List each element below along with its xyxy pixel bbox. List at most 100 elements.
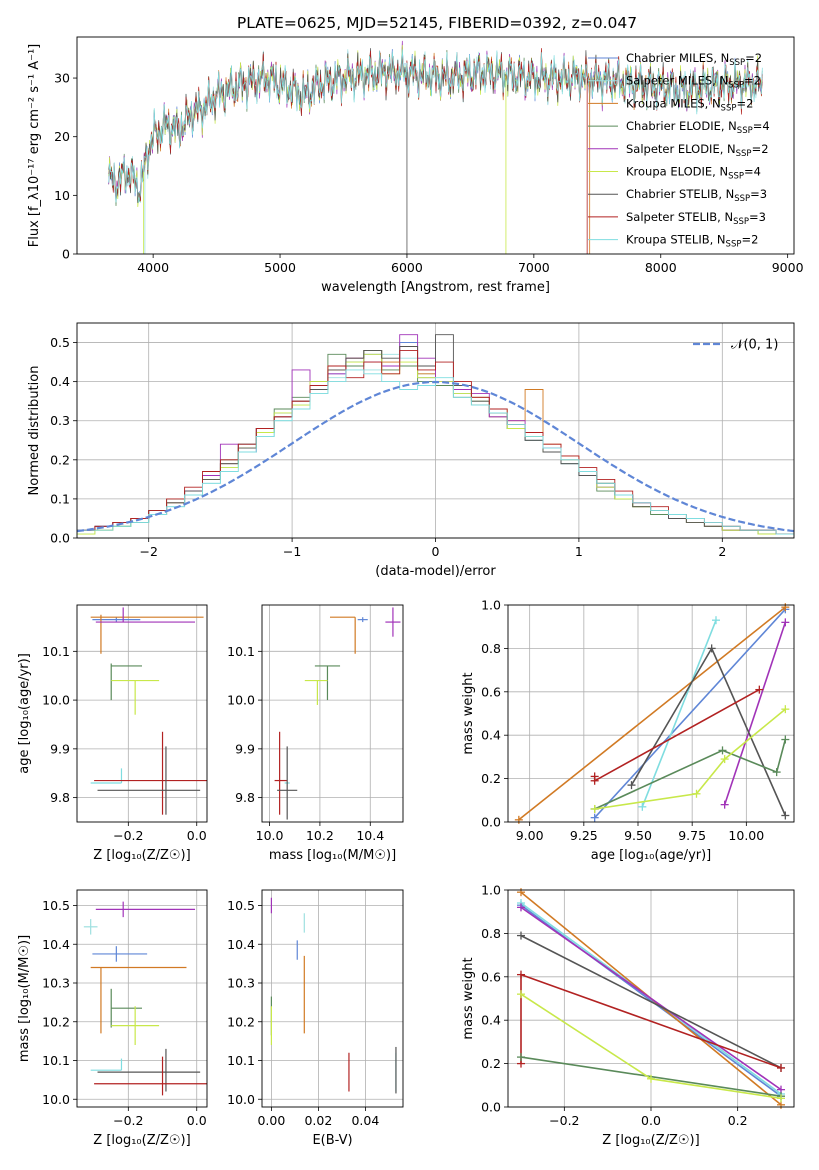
weight-marker [692,789,701,798]
y-tick-label: 10.4 [42,937,70,952]
weight-marker [590,776,599,785]
data-point [90,1058,123,1071]
legend-label: Salpeter MILES, N [626,74,728,88]
age_vs_mass-axes: 10.0 10.2 10.4 9.8 9.9 10.0 10.1 mass [log₁₀(M/… [227,605,403,863]
y-axis-label: mass [log₁₀(M/M☉)] [17,935,32,1062]
weight-marker [720,755,729,764]
weight-line-5 [630,646,787,816]
weight-marker [517,903,525,912]
weight-marker [517,931,525,940]
weight-line-8 [594,708,786,810]
y-tick-label: 9.9 [50,741,70,756]
y-tick-label: 10.0 [42,693,70,708]
data-point [357,617,368,623]
y-tick-label: 10.3 [42,976,70,991]
legend-sub: SSP [728,81,744,91]
data-point [92,946,148,962]
x-tick-label: 6000 [391,260,423,275]
y-tick-label: 0.4 [481,728,501,743]
legend-label: Chabrier STELIB, N [626,187,734,201]
legend-entry: Salpeter MILES, NSSP=2 [626,74,761,91]
spectrum-frame [76,36,795,255]
x-tick-label: 0.0 [187,1113,207,1128]
weight-line-5 [520,934,782,1069]
weight-marker [781,811,790,820]
mass_vs_Z-frame [76,889,208,1108]
x-tick-label: 0.02 [304,1113,332,1128]
x-tick-label: 10.2 [306,828,334,843]
weight-line-3 [518,606,786,821]
data-point [110,988,142,1028]
weight-marker [781,603,790,612]
y-tick-label: 0.2 [481,1056,501,1071]
weight-marker [777,1094,785,1103]
data-point [304,679,328,705]
y-tick-label: 0.3 [50,413,70,428]
legend-suffix: =3 [749,210,766,224]
y-tick-label: 10.5 [42,898,70,913]
x-axis-label: mass [log₁₀(M/M☉)] [269,848,396,863]
x-tick-label: 7000 [518,260,550,275]
x-tick-label: 9.75 [678,828,706,843]
legend-sub: SSP [721,103,737,113]
data-point [314,665,341,701]
y-tick-label: 0.0 [481,1100,501,1115]
data-point [90,966,187,1034]
x-tick-label: 5000 [264,260,296,275]
legend-entry: Kroupa MILES, NSSP=2 [626,96,753,113]
x-axis-label: Z [log₁₀(Z/Z☉)] [602,1133,699,1148]
y-tick-label: 0.4 [50,374,70,389]
legend-entry: Salpeter STELIB, NSSP=3 [626,210,766,227]
weight-marker [517,1053,525,1062]
figure-title: PLATE=0625, MJD=52145, FIBERID=0392, z=0… [237,14,637,32]
y-tick-label: 9.8 [50,790,70,805]
y-tick-label: 0.5 [50,335,70,350]
x-tick-label: 1 [575,544,583,559]
mass_vs_ebv-frame [261,889,404,1108]
data-point [97,1048,201,1092]
data-point [92,617,141,623]
weight-marker [781,735,790,744]
y-axis-label: Flux [f_λ10⁻¹⁷ erg cm⁻² s⁻¹ A⁻¹] [27,44,42,248]
residuals-frame [76,322,795,539]
weight-marker [772,768,781,777]
weight-line-4 [723,622,787,805]
legend-entry: Kroupa ELODIE, NSSP=4 [626,165,761,182]
legend-sub: SSP [736,149,752,159]
x-tick-label: −2 [139,544,157,559]
data-point [111,1006,160,1045]
residuals-axes: −2 −1 0 1 2 0.0 0.1 0.2 0.3 0.4 0.5 (data-model)/er… [27,323,794,579]
legend-sub: SSP [734,194,750,204]
y-tick-label: 0.6 [481,969,501,984]
x-tick-label: 0 [432,544,440,559]
weight-marker [590,804,599,813]
weight-line-1 [594,608,786,819]
x-axis-label: wavelength [Angstrom, rest frame] [321,280,550,295]
weight-marker [707,644,716,653]
x-axis-label: E(B-V) [312,1133,352,1148]
y-tick-label: 20 [54,129,70,144]
weight-marker [514,815,523,824]
age_vs_Z-frame [76,604,208,823]
y-tick-label: 0.1 [50,491,70,506]
legend-entry: Kroupa STELIB, NSSP=2 [626,233,758,250]
y-tick-label: 10.0 [227,693,255,708]
legend-suffix: =3 [750,187,767,201]
legend-suffix: =2 [752,142,769,156]
spectrum-axes: 4000 5000 6000 7000 8000 9000 0 10 20 30 wavelengt… [27,44,804,295]
y-axis-label: mass weight [461,672,476,754]
legend-suffix: =2 [736,96,753,110]
legend-entry: 𝒩(0, 1) [731,338,778,353]
legend-label: Chabrier ELODIE, N [626,119,737,133]
y-axis-label: mass weight [461,957,476,1039]
x-axis-label: (data-model)/error [375,564,496,579]
weight-marker [517,888,525,897]
legend-suffix: =4 [753,119,770,133]
y-tick-label: 10.2 [42,1014,70,1029]
data-point [94,1056,207,1096]
x-tick-label: 4000 [137,260,169,275]
weight-marker [647,1074,655,1083]
y-tick-label: 10.1 [227,1053,255,1068]
